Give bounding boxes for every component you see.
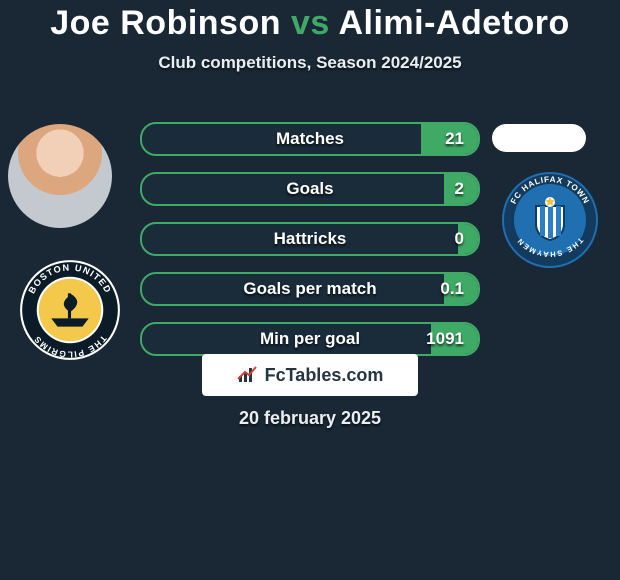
stat-value-right: 1091 (426, 324, 464, 354)
stat-value-right: 21 (445, 124, 464, 154)
bar-chart-icon (237, 366, 259, 384)
stat-row: Goals 2 (140, 172, 480, 206)
stat-value-right: 0 (455, 224, 464, 254)
comparison-title: Joe Robinson vs Alimi-Adetoro (0, 0, 620, 43)
stat-label: Min per goal (260, 329, 360, 349)
player2-photo (492, 124, 586, 152)
site-badge[interactable]: FcTables.com (202, 354, 418, 396)
stat-row: Hattricks 0 (140, 222, 480, 256)
date: 20 february 2025 (0, 408, 620, 429)
stat-label: Matches (276, 129, 344, 149)
stat-label: Goals (286, 179, 333, 199)
vs-label: vs (291, 4, 330, 42)
stat-row: Matches 21 (140, 122, 480, 156)
subtitle: Club competitions, Season 2024/2025 (0, 53, 620, 73)
stats-table: Matches 21 Goals 2 Hattricks 0 Goals per match… (140, 122, 480, 372)
site-label: FcTables.com (265, 365, 384, 386)
stat-value-right: 2 (455, 174, 464, 204)
stat-label: Goals per match (243, 279, 376, 299)
player2-name: Alimi-Adetoro (338, 4, 569, 42)
stat-value-right: 0.1 (440, 274, 464, 304)
player2-club-crest: FC HALIFAX TOWN THE SHAYMEN (500, 170, 600, 270)
player1-photo (8, 124, 112, 228)
stat-row: Goals per match 0.1 (140, 272, 480, 306)
stat-label: Hattricks (274, 229, 347, 249)
player1-club-crest: BOSTON UNITED THE PILGRIMS (18, 258, 122, 362)
player1-name: Joe Robinson (50, 4, 281, 42)
stat-row: Min per goal 1091 (140, 322, 480, 356)
